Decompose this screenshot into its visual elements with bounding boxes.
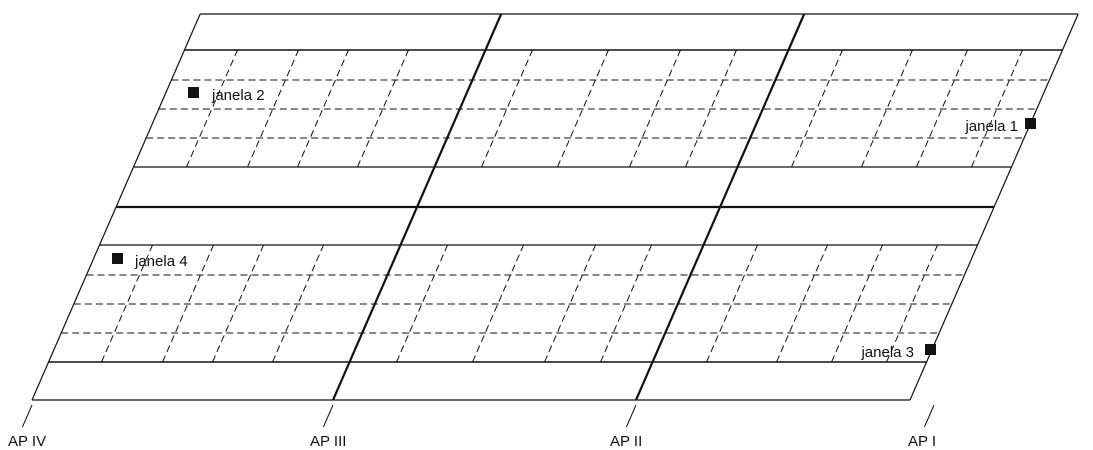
alignment-axis-line [634, 13, 806, 401]
alignment-axis-line [331, 13, 503, 401]
alignment-tick [625, 404, 637, 428]
right-edge-line [909, 13, 1079, 401]
window-marker-2 [188, 87, 199, 98]
alignment-tick [322, 404, 334, 428]
window-marker-1 [1025, 118, 1036, 129]
window-label-2: janela 2 [211, 87, 265, 104]
alignment-label-ap-iv: AP IV [8, 433, 46, 450]
left-edge-line [31, 13, 201, 401]
grid-lines [21, 13, 1079, 428]
alignment-label-ap-i: AP I [908, 433, 936, 450]
alignment-tick [21, 404, 33, 428]
window-markers [112, 87, 1036, 355]
window-label-1: janela 1 [964, 118, 1018, 135]
window-label-3: janela 3 [860, 344, 914, 361]
alignment-label-ap-iii: AP III [310, 433, 346, 450]
window-marker-3 [925, 344, 936, 355]
alignment-label-ap-ii: AP II [610, 433, 642, 450]
alignment-tick [923, 404, 935, 428]
window-marker-4 [112, 253, 123, 264]
window-label-4: janela 4 [134, 253, 188, 270]
